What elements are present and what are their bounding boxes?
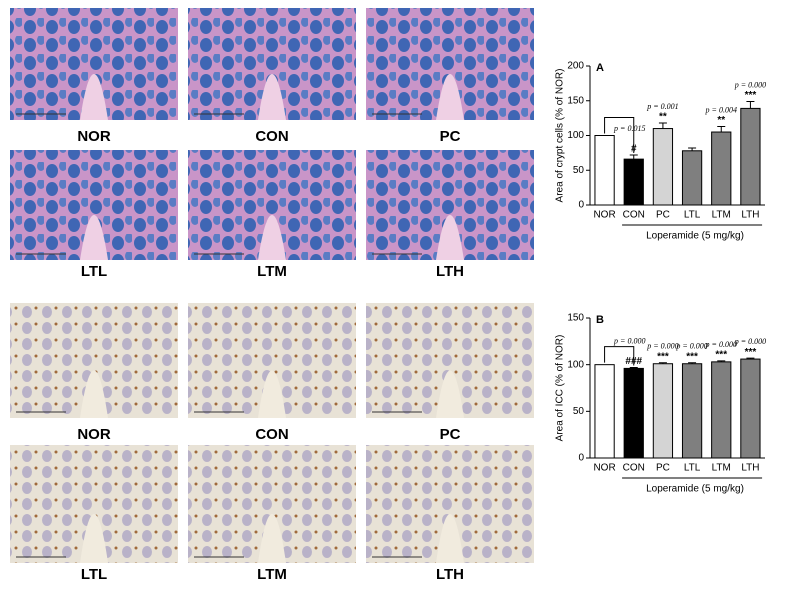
- error-bar: [688, 147, 697, 151]
- y-tick-label: 0: [578, 453, 584, 464]
- p-value: p = 0.001: [646, 102, 678, 111]
- bar: [681, 150, 703, 206]
- bar: [623, 367, 644, 459]
- panel-letter: A: [596, 62, 604, 74]
- bar: [623, 158, 644, 206]
- y-tick-label: 100: [567, 359, 584, 370]
- micrograph-label: LTL: [81, 566, 107, 583]
- lumen: [80, 215, 108, 260]
- error-bar: [629, 154, 638, 160]
- p-value: p = 0.000: [613, 336, 645, 345]
- lumen: [436, 514, 464, 563]
- y-tick-label: 0: [578, 200, 584, 211]
- micrograph-label: PC: [440, 426, 461, 443]
- significance: ***: [657, 351, 669, 362]
- p-value: p = 0.000: [646, 342, 678, 351]
- lumen: [258, 370, 286, 418]
- y-tick-label: 50: [573, 406, 585, 417]
- group-label: Loperamide (5 mg/kg): [646, 231, 744, 242]
- x-tick-label: LTL: [684, 210, 701, 221]
- bar: [740, 358, 761, 459]
- p-value: p = 0.000: [705, 340, 737, 349]
- p-value: p = 0.004: [705, 105, 737, 114]
- significance: ***: [715, 350, 727, 361]
- error-bar: [717, 125, 726, 133]
- y-axis-label: Area of crypt cells (% of NOR): [555, 69, 566, 203]
- y-tick-label: 150: [567, 313, 584, 324]
- micrographs: NOR CON PC LTL LTM LTH NOR CON PC LTL LTM LTH: [10, 8, 534, 583]
- micrograph-label: LTM: [257, 263, 287, 280]
- p-value: p = 0.000: [675, 342, 707, 351]
- error-bar: [717, 360, 726, 362]
- x-tick-label: LTM: [712, 463, 731, 474]
- lumen: [80, 514, 108, 563]
- x-tick-label: CON: [623, 463, 645, 474]
- x-tick-label: PC: [656, 210, 670, 221]
- y-tick-label: 100: [567, 130, 584, 141]
- error-bar: [746, 100, 755, 109]
- x-tick-label: LTM: [712, 210, 731, 221]
- y-axis-label: Area of ICC (% of NOR): [555, 335, 566, 442]
- micrograph-label: LTH: [436, 263, 464, 280]
- lumen: [80, 74, 108, 120]
- x-tick-label: LTH: [741, 210, 759, 221]
- bar: [711, 361, 732, 459]
- y-tick-label: 150: [567, 95, 584, 106]
- error-bar: [658, 122, 667, 129]
- significance: ***: [745, 90, 757, 101]
- significance: **: [717, 115, 725, 126]
- y-tick-label: 200: [567, 61, 584, 72]
- lumen: [258, 74, 286, 120]
- y-tick-label: 50: [573, 165, 585, 176]
- micrograph-label: LTM: [257, 566, 287, 583]
- error-bar: [658, 362, 667, 364]
- x-tick-label: NOR: [593, 210, 615, 221]
- error-bar: [746, 357, 755, 360]
- lumen: [80, 370, 108, 418]
- bar: [594, 364, 615, 459]
- micrograph-label: CON: [255, 128, 288, 145]
- bar: [681, 363, 703, 459]
- bracket: [604, 117, 635, 153]
- micrograph-label: CON: [255, 426, 288, 443]
- micrograph-label: LTH: [436, 566, 464, 583]
- p-value: p = 0.015: [613, 124, 645, 133]
- panel-letter: B: [596, 314, 604, 326]
- lumen: [258, 514, 286, 563]
- significance: **: [659, 112, 667, 123]
- p-value: p = 0.000: [734, 337, 766, 346]
- lumen: [436, 215, 464, 260]
- x-tick-label: CON: [623, 210, 645, 221]
- micrograph-label: LTL: [81, 263, 107, 280]
- bar: [652, 128, 674, 206]
- error-bar: [629, 366, 638, 369]
- bar: [711, 131, 732, 206]
- bar: [740, 107, 761, 206]
- x-tick-label: LTL: [684, 463, 701, 474]
- bar: [652, 363, 674, 459]
- x-tick-label: PC: [656, 463, 670, 474]
- lumen: [436, 74, 464, 120]
- group-label: Loperamide (5 mg/kg): [646, 484, 744, 495]
- x-tick-label: LTH: [741, 463, 759, 474]
- lumen: [258, 215, 286, 260]
- x-tick-label: NOR: [593, 463, 615, 474]
- bracket: [604, 346, 635, 366]
- micrograph-label: NOR: [77, 128, 111, 145]
- significance: ***: [745, 347, 757, 358]
- error-bar: [688, 362, 697, 364]
- bar: [594, 135, 615, 206]
- lumen: [436, 370, 464, 418]
- p-value: p = 0.000: [734, 80, 766, 89]
- micrograph-label: PC: [440, 128, 461, 145]
- significance: ***: [686, 351, 698, 362]
- micrograph-label: NOR: [77, 426, 111, 443]
